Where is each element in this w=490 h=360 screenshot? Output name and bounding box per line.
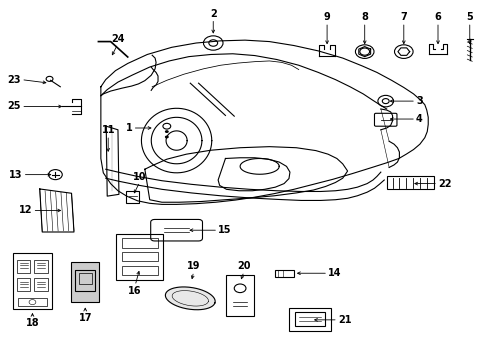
Bar — [226, 275, 254, 316]
Bar — [387, 176, 434, 189]
Bar — [122, 252, 158, 261]
Text: 2: 2 — [210, 9, 217, 19]
Text: 13: 13 — [9, 170, 23, 180]
Text: 24: 24 — [111, 34, 125, 44]
Bar — [275, 270, 294, 277]
Text: 23: 23 — [8, 75, 21, 85]
Bar — [34, 278, 48, 291]
Text: 11: 11 — [101, 125, 115, 135]
Text: 19: 19 — [187, 261, 200, 271]
Text: 25: 25 — [8, 102, 21, 112]
Text: 10: 10 — [133, 172, 147, 182]
Text: 22: 22 — [438, 179, 451, 189]
Bar — [71, 262, 99, 302]
Text: 4: 4 — [416, 114, 423, 124]
Text: 3: 3 — [416, 96, 423, 106]
Bar — [117, 234, 163, 280]
Text: 1: 1 — [126, 123, 133, 133]
Text: 7: 7 — [400, 12, 407, 22]
Bar — [122, 266, 158, 275]
Bar — [17, 260, 30, 273]
Polygon shape — [166, 287, 215, 310]
Text: 20: 20 — [237, 261, 251, 271]
Text: 8: 8 — [361, 12, 368, 22]
Text: 12: 12 — [19, 206, 32, 216]
Text: 14: 14 — [328, 268, 342, 278]
Text: 17: 17 — [78, 313, 92, 323]
Text: 18: 18 — [25, 318, 39, 328]
Text: 5: 5 — [466, 12, 473, 22]
Bar — [18, 298, 47, 306]
Bar — [17, 278, 30, 291]
Bar — [295, 312, 325, 326]
Circle shape — [165, 130, 169, 133]
Text: 21: 21 — [338, 315, 351, 325]
Text: 15: 15 — [218, 225, 232, 235]
Bar — [126, 192, 140, 203]
Bar — [34, 260, 48, 273]
Bar — [290, 308, 331, 330]
Circle shape — [165, 135, 169, 138]
Bar — [79, 273, 92, 284]
Text: 6: 6 — [435, 12, 441, 22]
Text: 9: 9 — [324, 12, 330, 22]
Bar — [13, 253, 52, 309]
Text: 16: 16 — [128, 286, 142, 296]
Bar — [122, 238, 158, 248]
Bar — [75, 270, 95, 291]
